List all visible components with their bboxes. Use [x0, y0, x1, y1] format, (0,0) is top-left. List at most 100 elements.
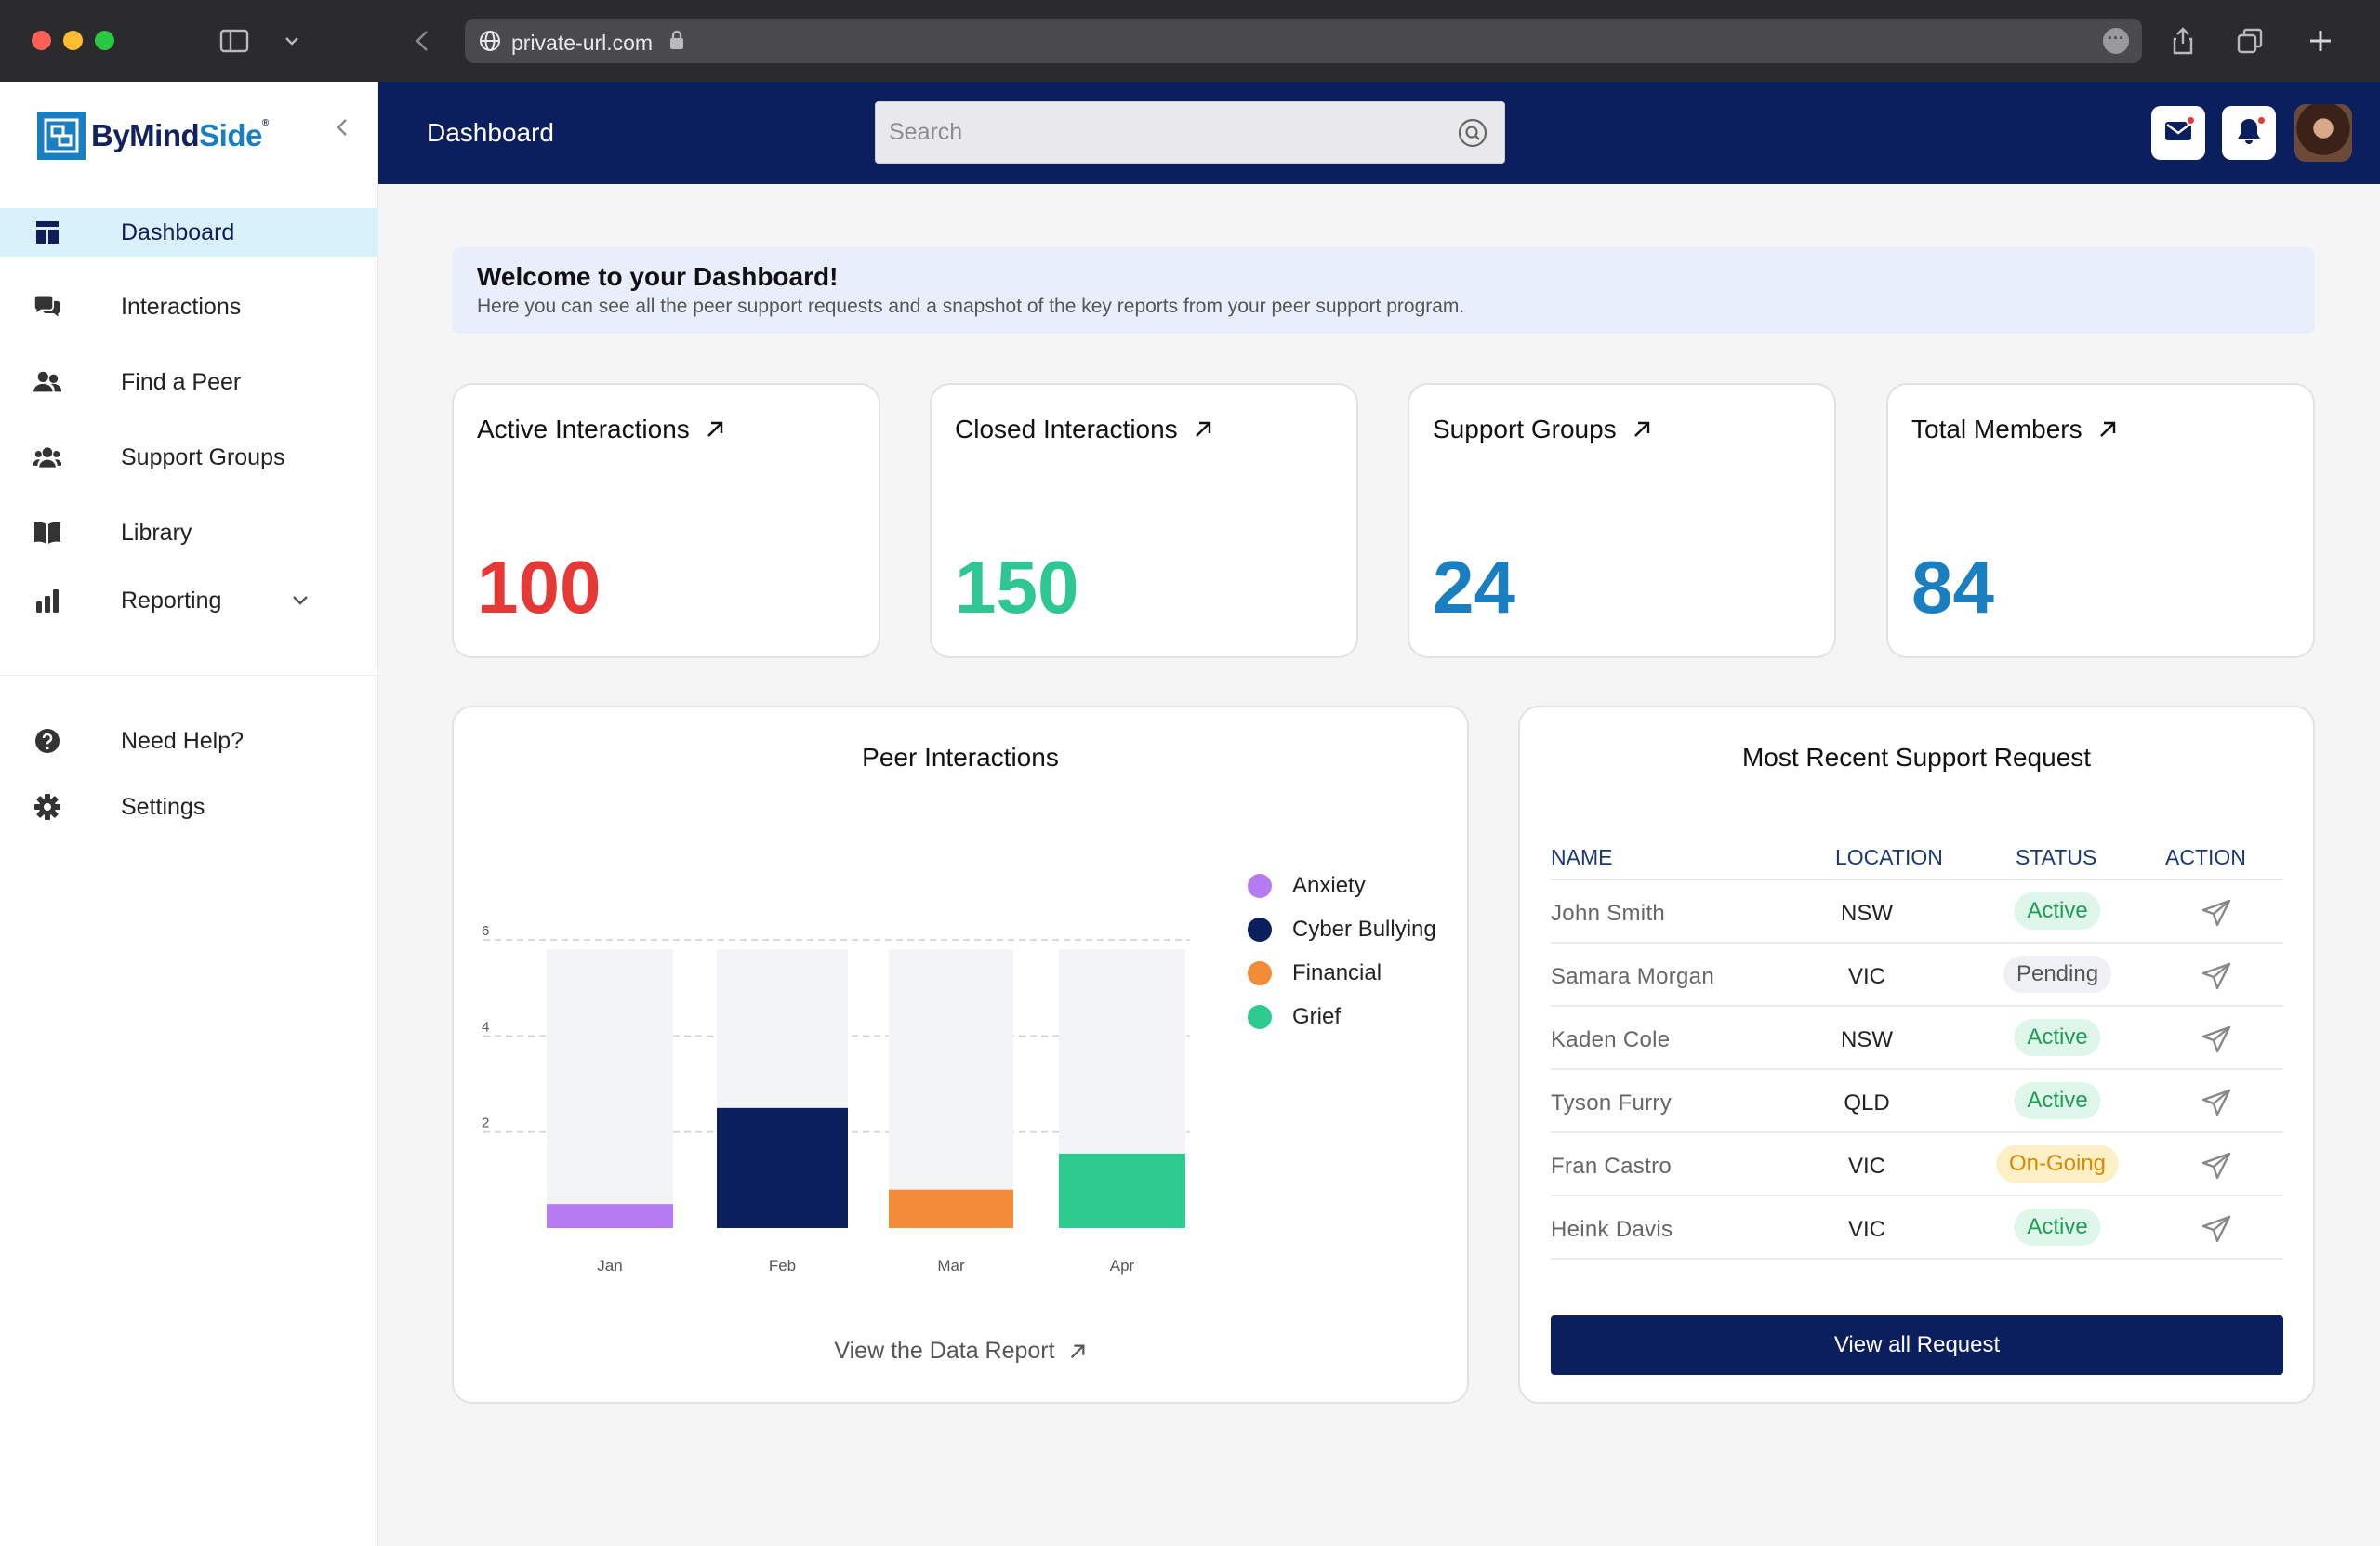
send-icon[interactable]	[2202, 1025, 2231, 1060]
stat-label: Total Members	[1911, 415, 2082, 443]
send-icon[interactable]	[2202, 899, 2231, 933]
sidebar-item-label: Library	[121, 519, 192, 546]
view-data-report-link[interactable]: View the Data Report	[454, 1338, 1467, 1365]
sidebar: ByMindSide® Dashboard Interactions Find …	[0, 82, 378, 1546]
stat-value: 24	[1433, 546, 1515, 628]
chevron-down-icon[interactable]	[279, 22, 305, 59]
cell-location: NSW	[1841, 901, 1893, 926]
column-header-name: NAME	[1551, 845, 1613, 869]
chart-title: Peer Interactions	[862, 743, 1059, 772]
column-header-location: LOCATION	[1835, 845, 1943, 869]
tabs-overview-icon[interactable]	[2231, 22, 2268, 59]
stat-card-active-interactions[interactable]: Active Interactions 100	[452, 383, 880, 658]
sidebar-item-label: Find a Peer	[121, 368, 242, 395]
bar-background	[889, 949, 1013, 1228]
search-icon[interactable]	[1458, 118, 1488, 152]
more-icon[interactable]: ···	[2103, 28, 2129, 54]
sidebar-item-dashboard[interactable]: Dashboard	[0, 208, 378, 257]
avatar[interactable]	[2294, 104, 2352, 162]
back-icon[interactable]	[409, 22, 435, 59]
url-text: private-url.com	[511, 31, 654, 55]
status-badge: Active	[2014, 1209, 2101, 1246]
requests-title: Most Recent Support Request	[1741, 743, 2092, 772]
stat-card-total-members[interactable]: Total Members 84	[1886, 383, 2315, 658]
search-box	[875, 101, 1505, 164]
view-report-label: View the Data Report	[834, 1338, 1055, 1364]
share-icon[interactable]	[2166, 22, 2200, 59]
column-header-action: ACTION	[2165, 845, 2246, 869]
collapse-sidebar-icon[interactable]	[335, 117, 350, 142]
help-icon	[33, 729, 61, 753]
bar-mar[interactable]	[889, 1189, 1013, 1228]
arrow-up-right-icon	[1633, 421, 1649, 437]
bar-chart-icon	[33, 588, 61, 613]
send-icon[interactable]	[2202, 1152, 2231, 1186]
maximize-window-button[interactable]	[95, 31, 114, 50]
search-input[interactable]	[876, 102, 1434, 163]
users-icon	[33, 370, 61, 394]
send-icon[interactable]	[2202, 1089, 2231, 1123]
column-header-status: STATUS	[2016, 845, 2097, 869]
stat-card-support-groups[interactable]: Support Groups 24	[1408, 383, 1836, 658]
notification-dot	[2186, 115, 2196, 126]
sidebar-item-label: Interactions	[121, 293, 242, 320]
gear-icon	[33, 794, 61, 820]
cell-name: John Smith	[1551, 901, 1666, 926]
messages-button[interactable]	[2151, 106, 2205, 160]
minimize-window-button[interactable]	[63, 31, 83, 50]
x-tick-label: Jan	[597, 1257, 622, 1275]
stat-card-closed-interactions[interactable]: Closed Interactions 150	[930, 383, 1358, 658]
bar-apr[interactable]	[1059, 1153, 1185, 1228]
cell-name: Heink Davis	[1551, 1217, 1673, 1242]
notifications-button[interactable]	[2222, 106, 2276, 160]
cell-location: VIC	[1847, 1154, 1885, 1179]
sidebar-item-reporting[interactable]: Reporting	[0, 576, 378, 625]
logo[interactable]: ByMindSide®	[37, 112, 269, 160]
arrow-up-right-icon	[1195, 421, 1210, 437]
table-row: Kaden Cole NSW Active	[1551, 1007, 2283, 1070]
close-window-button[interactable]	[32, 31, 51, 50]
sidebar-item-interactions[interactable]: Interactions	[0, 283, 378, 331]
welcome-subtitle: Here you can see all the peer support re…	[477, 296, 1465, 317]
welcome-banner: Welcome to your Dashboard! Here you can …	[452, 247, 2315, 334]
sidebar-item-library[interactable]: Library	[0, 509, 378, 557]
stat-label: Closed Interactions	[955, 415, 1178, 443]
bar-jan[interactable]	[547, 1204, 673, 1228]
peer-interactions-card: Peer Interactions 2 4 6 Jan Feb Mar Apr Anxiet…	[452, 706, 1469, 1404]
browser-chrome: private-url.com ···	[0, 0, 2380, 82]
sidebar-item-settings[interactable]: Settings	[0, 783, 378, 831]
table-row: Tyson Furry QLD Active	[1551, 1070, 2283, 1133]
status-badge: Active	[2014, 1019, 2101, 1056]
table-row: Samara Morgan VIC Pending	[1551, 944, 2283, 1007]
sidebar-item-find-a-peer[interactable]: Find a Peer	[0, 358, 378, 406]
peer-interactions-chart: 2 4 6 Jan Feb Mar Apr	[482, 923, 1190, 1275]
table-row: John Smith NSW Active	[1551, 880, 2283, 944]
sidebar-item-need-help[interactable]: Need Help?	[0, 717, 378, 765]
cell-name: Fran Castro	[1551, 1154, 1673, 1179]
logo-text: ByMindSide®	[91, 118, 269, 152]
view-all-requests-button[interactable]: View all Request	[1551, 1315, 2283, 1375]
table-row: Fran Castro VIC On-Going	[1551, 1133, 2283, 1196]
sidebar-toggle-icon[interactable]	[216, 22, 253, 59]
bar-feb[interactable]	[717, 1107, 848, 1228]
chart-legend: Anxiety Cyber Bullying Financial Grief	[1248, 864, 1436, 1038]
new-tab-icon[interactable]	[2298, 22, 2343, 59]
x-tick-label: Feb	[769, 1257, 796, 1275]
sidebar-item-label: Dashboard	[121, 218, 235, 245]
sidebar-item-support-groups[interactable]: Support Groups	[0, 433, 378, 482]
cell-location: VIC	[1847, 964, 1885, 989]
sidebar-divider	[0, 675, 378, 676]
cell-name: Kaden Cole	[1551, 1027, 1671, 1052]
send-icon[interactable]	[2202, 962, 2231, 997]
notification-dot	[2256, 115, 2267, 126]
cell-location: VIC	[1847, 1217, 1885, 1242]
arrow-up-right-icon	[2099, 421, 2115, 437]
send-icon[interactable]	[2202, 1215, 2231, 1249]
cell-location: NSW	[1841, 1027, 1893, 1052]
cell-name: Tyson Furry	[1551, 1090, 1672, 1116]
sidebar-item-label: Reporting	[121, 587, 222, 614]
x-tick-label: Apr	[1110, 1257, 1135, 1275]
address-bar[interactable]: private-url.com ···	[465, 19, 2142, 63]
page-title: Dashboard	[427, 118, 554, 147]
chevron-down-icon[interactable]	[290, 589, 311, 614]
